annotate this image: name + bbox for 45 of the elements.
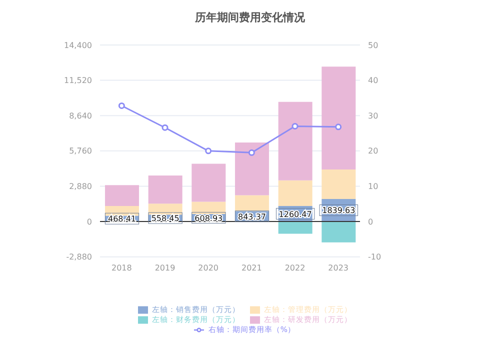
y2-tick-label: 20 [368,146,378,156]
point [162,124,168,131]
y-tick-label: -2,880 [66,252,92,262]
y2-tick-label: 30 [368,111,378,120]
y2-tick-label: -10 [368,252,382,262]
bar [322,170,356,199]
y-tick-label: 11,520 [64,76,92,86]
bar [148,175,182,204]
bar [105,185,139,206]
bar [235,195,269,212]
x-tick-label: 2022 [284,263,306,272]
bar [192,164,226,202]
bar [235,142,269,196]
point [205,148,212,154]
y2-tick-label: 50 [368,40,378,50]
bar [192,202,226,214]
bar [278,180,312,206]
bar [322,66,356,170]
y-tick-label: 5,760 [69,146,92,156]
y-tick-label: 2,880 [69,182,92,192]
x-tick-label: 2023 [328,263,349,272]
bar [322,222,356,242]
y-tick-label: 8,640 [69,111,92,120]
data-label: 1260.47 [278,210,312,219]
point [292,122,298,130]
data-label: 843.37 [238,212,266,222]
data-label: 1839.63 [322,206,356,216]
bar [148,204,182,215]
x-tick-label: 2021 [241,263,262,272]
point [118,102,125,109]
chart-title: 历年期间费用变化情况 [194,10,306,25]
y-tick-label: 0 [86,217,92,226]
x-tick-label: 2018 [111,263,132,272]
bar [278,222,312,234]
point [335,124,342,130]
bar [278,102,312,180]
data-label: 608.93 [194,214,223,223]
y2-tick-label: 10 [368,182,378,192]
y2-tick-label: 40 [368,76,378,86]
data-label: 558.45 [151,214,180,224]
y2-tick-label: 0 [368,217,374,226]
y-tick-label: 14,400 [64,40,92,50]
point [248,149,255,156]
x-tick-label: 2019 [154,263,176,272]
x-tick-label: 2020 [198,263,219,272]
